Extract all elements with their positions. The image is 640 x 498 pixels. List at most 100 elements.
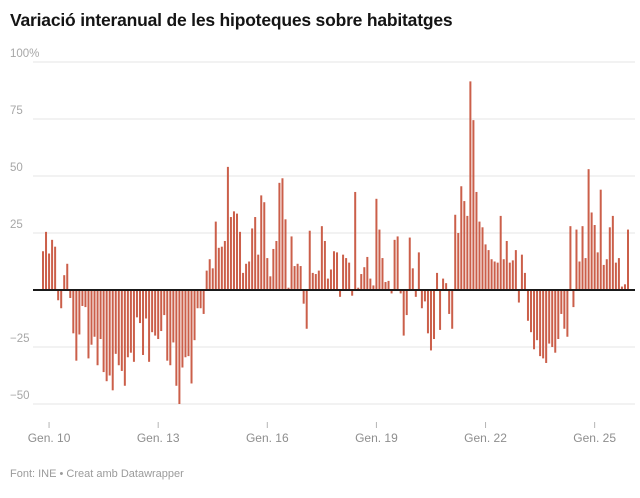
bar[interactable] [290, 236, 293, 290]
bar[interactable] [569, 226, 572, 290]
bar[interactable] [166, 290, 169, 361]
bar[interactable] [551, 290, 554, 347]
bar[interactable] [575, 229, 578, 290]
bar[interactable] [281, 178, 284, 290]
bar[interactable] [572, 290, 575, 308]
bar[interactable] [590, 212, 593, 290]
bar[interactable] [460, 186, 463, 290]
bar[interactable] [533, 290, 536, 350]
bar[interactable] [63, 275, 66, 290]
bar[interactable] [481, 227, 484, 290]
bar[interactable] [178, 290, 181, 404]
bar[interactable] [393, 239, 396, 290]
bar[interactable] [317, 270, 320, 290]
bar[interactable] [157, 290, 160, 340]
bar[interactable] [508, 262, 511, 290]
bar[interactable] [517, 290, 520, 303]
bar[interactable] [420, 290, 423, 309]
bar[interactable] [345, 258, 348, 290]
bar[interactable] [296, 263, 299, 290]
bar[interactable] [387, 280, 390, 290]
bar[interactable] [351, 290, 354, 296]
bar[interactable] [275, 240, 278, 290]
bar[interactable] [448, 290, 451, 314]
bar[interactable] [105, 290, 108, 382]
bar[interactable] [439, 290, 442, 330]
bar[interactable] [111, 290, 114, 391]
bar[interactable] [208, 259, 211, 290]
bar[interactable] [99, 290, 102, 340]
bar[interactable] [269, 276, 272, 290]
bar[interactable] [266, 258, 269, 290]
bar[interactable] [405, 290, 408, 316]
bar[interactable] [54, 246, 57, 290]
bar[interactable] [402, 290, 405, 336]
bar[interactable] [254, 217, 257, 290]
bar[interactable] [511, 260, 514, 290]
bar[interactable] [299, 266, 302, 290]
bar[interactable] [502, 259, 505, 290]
bar[interactable] [287, 287, 290, 290]
bar[interactable] [202, 290, 205, 314]
bar[interactable] [593, 225, 596, 290]
bar[interactable] [466, 215, 469, 290]
bar[interactable] [499, 215, 502, 290]
bar[interactable] [172, 290, 175, 343]
bar[interactable] [51, 239, 54, 290]
bar[interactable] [526, 290, 529, 321]
bar[interactable] [454, 214, 457, 290]
bar[interactable] [138, 290, 141, 324]
bar[interactable] [211, 268, 214, 290]
bar[interactable] [436, 272, 439, 290]
bar[interactable] [372, 285, 375, 290]
bar[interactable] [587, 169, 590, 290]
bar[interactable] [336, 252, 339, 290]
bar[interactable] [627, 229, 629, 290]
bar[interactable] [563, 290, 566, 329]
bar[interactable] [487, 250, 490, 290]
bar[interactable] [78, 290, 81, 335]
bar[interactable] [69, 290, 72, 298]
bar[interactable] [426, 290, 429, 334]
bar[interactable] [181, 290, 184, 368]
bar[interactable] [248, 261, 251, 291]
bar[interactable] [132, 290, 135, 362]
bar[interactable] [305, 290, 308, 329]
bar[interactable] [223, 240, 226, 290]
bar[interactable] [469, 81, 472, 290]
bar[interactable] [602, 264, 605, 290]
bar[interactable] [463, 201, 466, 290]
bar[interactable] [357, 287, 360, 290]
bar[interactable] [229, 217, 232, 290]
bar[interactable] [42, 251, 44, 290]
bar[interactable] [442, 278, 445, 290]
bar[interactable] [84, 290, 87, 308]
bar[interactable] [429, 290, 432, 351]
bar[interactable] [151, 290, 154, 333]
bar[interactable] [396, 236, 399, 290]
bar[interactable] [314, 274, 317, 290]
bar[interactable] [478, 221, 481, 290]
bar[interactable] [142, 290, 145, 355]
bar[interactable] [490, 259, 493, 290]
bar[interactable] [360, 274, 363, 290]
bar[interactable] [423, 290, 426, 302]
bar[interactable] [581, 226, 584, 290]
bar[interactable] [278, 182, 281, 290]
bar[interactable] [472, 120, 475, 290]
bar[interactable] [169, 290, 172, 366]
bar[interactable] [135, 290, 138, 318]
bar[interactable] [326, 278, 329, 290]
bar[interactable] [154, 290, 157, 336]
bar[interactable] [363, 267, 366, 290]
bar[interactable] [354, 191, 357, 290]
bar[interactable] [369, 278, 372, 290]
bar[interactable] [605, 259, 608, 290]
bar[interactable] [366, 256, 369, 290]
bar[interactable] [205, 270, 208, 290]
bar[interactable] [145, 290, 148, 319]
bar[interactable] [611, 215, 614, 290]
bar[interactable] [329, 269, 332, 290]
bar[interactable] [245, 263, 248, 290]
bar[interactable] [557, 290, 560, 340]
